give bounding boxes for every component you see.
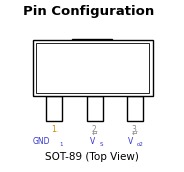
Text: 2.: 2.: [91, 125, 98, 134]
Bar: [87, 96, 103, 121]
Text: 1.: 1.: [51, 125, 58, 134]
Text: ↵: ↵: [92, 129, 98, 138]
Text: o2: o2: [137, 142, 144, 147]
Text: V: V: [90, 137, 95, 146]
Bar: [46, 96, 62, 121]
Text: S: S: [99, 142, 103, 147]
Bar: [36, 43, 149, 93]
Text: GND: GND: [32, 137, 50, 146]
Text: SOT-89 (Top View): SOT-89 (Top View): [45, 152, 139, 162]
Text: 3.: 3.: [132, 125, 139, 134]
Bar: [72, 39, 112, 48]
Text: V: V: [128, 137, 133, 146]
Text: 1: 1: [60, 142, 63, 147]
Bar: [33, 40, 153, 96]
Bar: [127, 96, 143, 121]
Text: Pin Configuration: Pin Configuration: [23, 5, 154, 18]
Text: ↵: ↵: [132, 129, 138, 138]
